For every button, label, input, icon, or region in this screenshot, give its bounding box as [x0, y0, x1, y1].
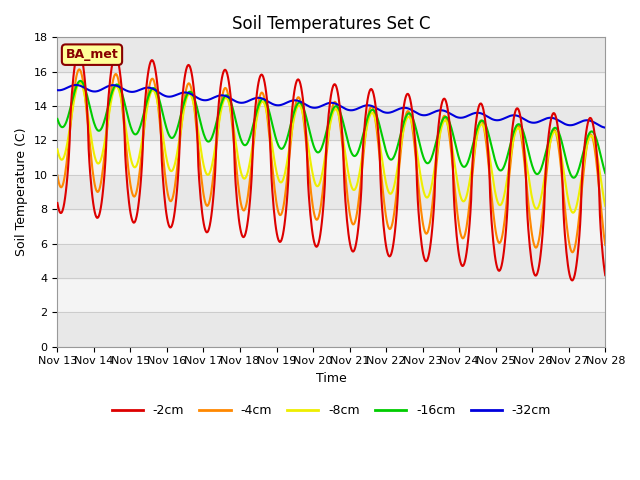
Bar — [58, 141, 605, 175]
Bar — [58, 209, 605, 243]
Bar — [58, 106, 605, 141]
Title: Soil Temperatures Set C: Soil Temperatures Set C — [232, 15, 431, 33]
Legend: -2cm, -4cm, -8cm, -16cm, -32cm: -2cm, -4cm, -8cm, -16cm, -32cm — [106, 399, 556, 422]
Bar — [58, 243, 605, 278]
Y-axis label: Soil Temperature (C): Soil Temperature (C) — [15, 128, 28, 256]
Bar — [58, 278, 605, 312]
Bar — [58, 312, 605, 347]
Bar — [58, 175, 605, 209]
Bar — [58, 37, 605, 72]
X-axis label: Time: Time — [316, 372, 347, 385]
Bar — [58, 72, 605, 106]
Text: BA_met: BA_met — [66, 48, 118, 61]
